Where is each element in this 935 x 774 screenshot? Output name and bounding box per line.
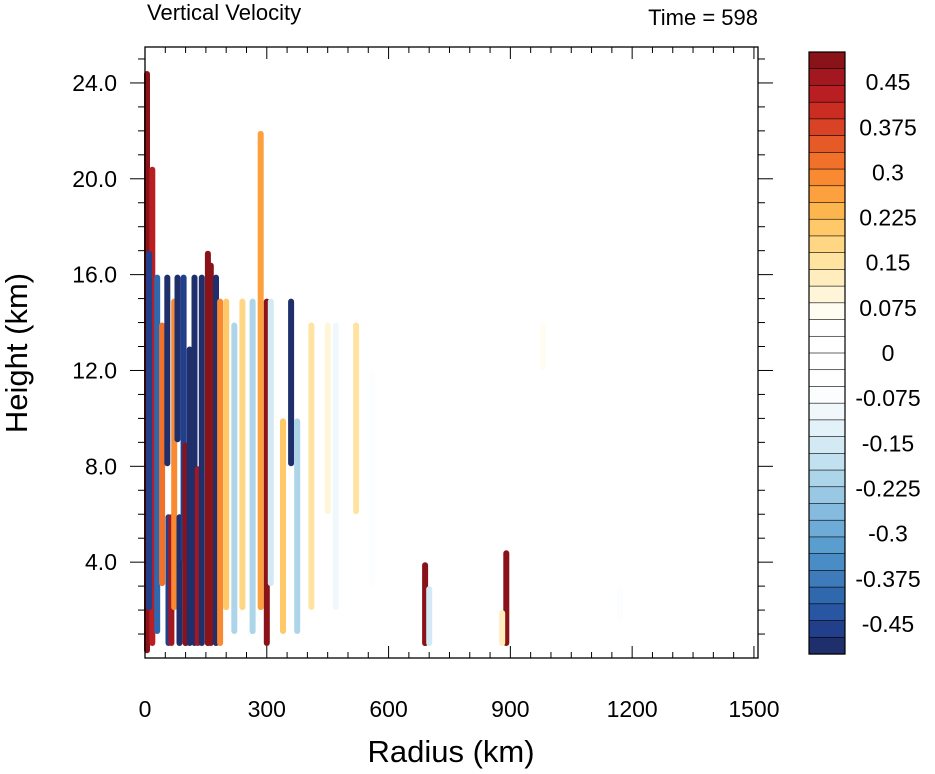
colorbar-bin	[808, 118, 846, 137]
colorbar-bin	[808, 386, 846, 404]
colorbar-bin	[808, 570, 846, 588]
velocity-contour	[369, 370, 376, 587]
colorbar-bin	[808, 620, 846, 638]
colorbar-bin	[808, 269, 846, 287]
velocity-contour	[332, 322, 339, 610]
x-tick-label: 600	[369, 696, 407, 722]
velocity-contour	[280, 418, 286, 634]
velocity-contour	[267, 298, 274, 587]
colorbar-bin	[808, 185, 846, 204]
velocity-contour	[294, 418, 301, 634]
y-axis-label: Height (km)	[0, 273, 34, 433]
velocity-contour	[154, 274, 161, 634]
colorbar-bin	[808, 352, 846, 371]
x-tick-label: 0	[139, 696, 152, 722]
y-tick-label: 20.0	[72, 166, 117, 192]
velocity-contour	[249, 298, 256, 635]
chart-subtitle: Time = 598	[648, 5, 758, 30]
velocity-contour	[353, 322, 360, 515]
velocity-contour	[198, 274, 205, 646]
colorbar: 0.45 0.375 0.3 0.225 0.15 0.075 0 -0.075 -0.15 -0…	[808, 51, 921, 655]
colorbar-bin	[808, 252, 846, 270]
colorbar-label: 0.15	[866, 250, 911, 276]
colorbar-bin	[808, 101, 846, 120]
velocity-contour	[174, 274, 181, 443]
x-tick-label: 1500	[728, 696, 779, 722]
velocity-contour	[231, 322, 238, 634]
velocity-contour	[324, 322, 331, 515]
colorbar-label: 0.225	[859, 205, 917, 231]
x-tick-label: 300	[248, 696, 286, 722]
colorbar-bin	[808, 486, 846, 505]
colorbar-label: -0.15	[862, 430, 914, 456]
colorbar-label: -0.225	[855, 475, 920, 501]
colorbar-bin	[808, 51, 846, 70]
velocity-contour	[146, 250, 153, 611]
y-tick-label: 24.0	[72, 70, 117, 96]
colorbar-bin	[808, 519, 846, 538]
velocity-contour	[308, 322, 315, 610]
colorbar-bin	[808, 369, 846, 388]
y-tick-label: 4.0	[85, 549, 117, 575]
colorbar-bin	[808, 168, 846, 187]
colorbar-label: -0.3	[868, 521, 908, 547]
velocity-contour	[217, 298, 224, 646]
colorbar-bin	[808, 68, 846, 87]
colorbar-bin	[808, 152, 846, 170]
colorbar-bin	[808, 636, 846, 655]
plot-frame	[144, 46, 759, 659]
velocity-contour	[539, 322, 546, 371]
colorbar-bin	[808, 536, 846, 555]
colorbar-bin	[808, 469, 846, 488]
colorbar-bin	[808, 453, 846, 471]
colorbar-label: 0.3	[872, 159, 904, 185]
velocity-contour	[288, 298, 295, 467]
colorbar-bin	[808, 218, 846, 237]
y-tick-label: 8.0	[85, 453, 117, 479]
velocity-contour	[164, 274, 171, 467]
velocity-contour	[223, 298, 230, 611]
velocity-contour	[186, 346, 193, 646]
colorbar-bin	[808, 319, 846, 337]
colorbar-label: -0.45	[862, 611, 914, 637]
x-tick-label: 900	[491, 696, 529, 722]
colorbar-bin	[808, 503, 846, 521]
x-axis-label: Radius (km)	[367, 734, 534, 769]
colorbar-label: 0.45	[866, 69, 911, 95]
colorbar-label: -0.375	[855, 566, 920, 592]
colorbar-bin	[808, 85, 846, 103]
velocity-contour	[499, 610, 506, 646]
colorbar-bin	[808, 402, 846, 421]
x-tick-label: 1200	[607, 696, 658, 722]
colorbar-label: -0.075	[855, 385, 920, 411]
colorbar-bin	[808, 302, 846, 321]
velocity-contour	[617, 586, 623, 622]
velocity-field	[144, 71, 623, 654]
colorbar-bin	[808, 135, 846, 153]
colorbar-bin	[808, 603, 846, 622]
axes: 0 300 600 900 1200 1500 4.0 8.0 12.0 16.0 20.0 24.0	[72, 47, 780, 722]
velocity-contour	[159, 322, 166, 587]
velocity-contour	[207, 262, 214, 646]
colorbar-bin	[808, 419, 846, 438]
velocity-contour	[426, 586, 433, 646]
colorbar-label: 0	[882, 340, 895, 366]
colorbar-bin	[808, 202, 846, 220]
colorbar-frame	[808, 51, 846, 655]
colorbar-label: 0.375	[859, 114, 917, 140]
chart-title: Vertical Velocity	[147, 0, 301, 25]
colorbar-bin	[808, 436, 846, 454]
colorbar-bin	[808, 285, 846, 304]
y-tick-label: 16.0	[72, 262, 117, 288]
colorbar-bin	[808, 586, 846, 605]
colorbar-bin	[808, 553, 846, 571]
velocity-contour	[239, 298, 246, 611]
colorbar-bin	[808, 335, 846, 354]
colorbar-label: 0.075	[859, 295, 917, 321]
y-tick-label: 12.0	[72, 357, 117, 383]
velocity-contour	[257, 130, 264, 611]
colorbar-bin	[808, 235, 846, 254]
